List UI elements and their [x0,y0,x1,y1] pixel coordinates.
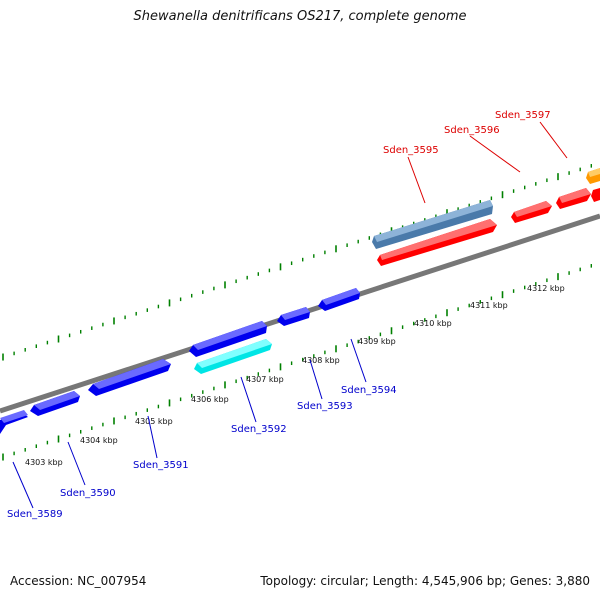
reverse-strand-genes [0,288,360,434]
scale-label: 4307 kbp [246,375,284,384]
gene-arrow-bevel [514,201,552,217]
leader-line [539,121,568,159]
leader-line [350,338,367,383]
gene-label[interactable]: Sden_3595 [383,145,439,156]
scale-label: 4305 kbp [135,417,173,426]
scale-label: 4306 kbp [191,395,229,404]
gene-arrow-bevel [281,307,310,320]
gene-label[interactable]: Sden_3596 [444,125,500,136]
lower-tick-row [2,264,592,461]
leader-line [67,441,86,486]
gene-arrow[interactable] [591,188,600,202]
leader-lines [12,121,568,509]
gene-label[interactable]: Sden_3590 [60,488,116,499]
gene-arrow-bevel [559,188,591,203]
gene-arrow-bevel [193,321,267,350]
gene-arrow-bevel [380,219,497,260]
scale-label: 4309 kbp [358,337,396,346]
leader-line [469,135,521,173]
gene-arrow-bevel [374,200,493,242]
leader-line [12,461,34,509]
topology-summary: Topology: circular; Length: 4,545,906 bp… [260,574,590,588]
scale-label: 4304 kbp [80,436,118,445]
gene-label[interactable]: Sden_3597 [495,110,551,121]
gene-label[interactable]: Sden_3592 [231,424,287,435]
scale-labels: 4303 kbp 4304 kbp 4305 kbp 4306 kbp 4307… [25,284,565,467]
gene-label[interactable]: Sden_3589 [7,509,63,520]
leader-line [147,415,158,459]
gene-arrow-bevel [322,288,360,305]
gene-arrow-bevel [34,391,80,410]
leader-line [240,376,257,423]
map-title: Shewanella denitrificans OS217, complete… [133,9,467,24]
scale-label: 4310 kbp [414,319,452,328]
gene-label[interactable]: Sden_3594 [341,385,397,396]
forward-strand-genes [372,168,600,266]
scale-label: 4303 kbp [25,458,63,467]
leader-line [407,156,426,204]
gene-labels: Sden_3595 Sden_3596 Sden_3597 Sden_3589 … [7,110,551,520]
scale-label: 4308 kbp [302,356,340,365]
upper-tick-row [2,164,592,361]
gene-arrow-bevel [93,359,171,389]
gene-label[interactable]: Sden_3593 [297,401,353,412]
gene-arrow-bevel [588,168,600,177]
gene-arrow-bevel [0,410,28,423]
gene-arrow-bevel [197,339,272,368]
scale-label: 4312 kbp [527,284,565,293]
leader-line [309,359,323,400]
accession-text: Accession: NC_007954 [10,574,147,588]
scale-label: 4311 kbp [470,301,508,310]
gene-label[interactable]: Sden_3591 [133,460,189,471]
